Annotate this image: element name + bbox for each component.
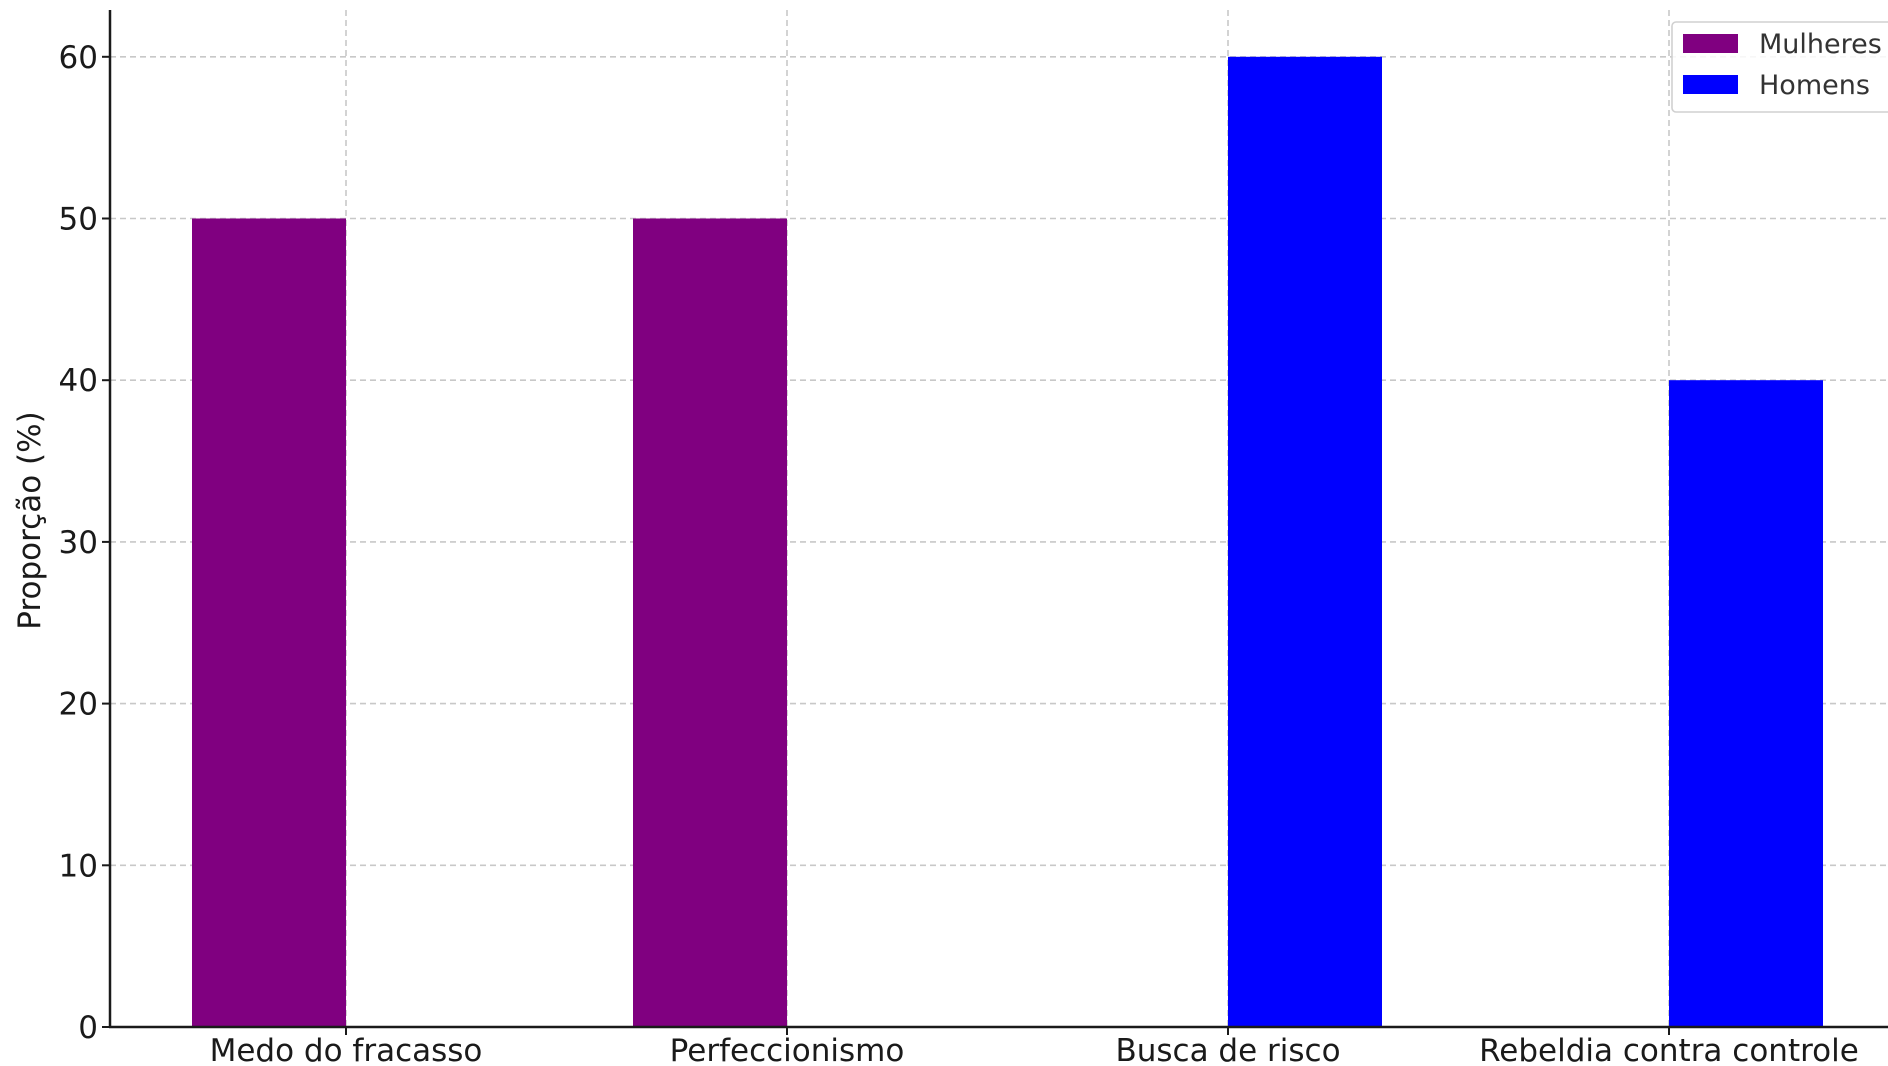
legend-label-homens: Homens <box>1759 70 1870 101</box>
x-tick-label: Busca de risco <box>1115 1033 1340 1066</box>
x-tick-label: Rebeldia contra controle <box>1479 1033 1859 1066</box>
bar-homens-3 <box>1228 56 1382 1028</box>
y-axis-label: Proporção (%) <box>12 411 48 629</box>
y-tick-label: 50 <box>59 202 98 238</box>
y-tick-label: 60 <box>59 40 98 76</box>
bar-homens-4 <box>1669 380 1823 1027</box>
y-axis-ticks: 0 10 20 30 40 50 60 <box>59 40 110 1046</box>
legend-items: Mulheres Homens <box>1683 29 1882 101</box>
grid-lines <box>110 10 1888 1027</box>
y-tick-label: 10 <box>59 848 98 884</box>
y-tick-label: 20 <box>59 687 98 723</box>
bar-mulheres-1 <box>192 218 346 1027</box>
legend: Mulheres Homens <box>1671 21 1888 113</box>
axes <box>108 10 1888 1029</box>
y-tick-label: 0 <box>78 1010 98 1046</box>
bars <box>192 56 1823 1028</box>
legend-label-mulheres: Mulheres <box>1759 29 1882 60</box>
x-tick-label: Medo do fracasso <box>210 1033 483 1066</box>
bar-mulheres-2 <box>633 218 787 1027</box>
x-tick-label: Perfeccionismo <box>670 1033 905 1066</box>
legend-swatch-homens <box>1683 75 1738 94</box>
x-axis-ticks: Medo do fracasso Perfeccionismo Busca de r… <box>210 1027 1859 1066</box>
y-tick-label: 40 <box>59 363 98 399</box>
legend-swatch-mulheres <box>1683 34 1738 53</box>
y-tick-label: 30 <box>59 525 98 561</box>
